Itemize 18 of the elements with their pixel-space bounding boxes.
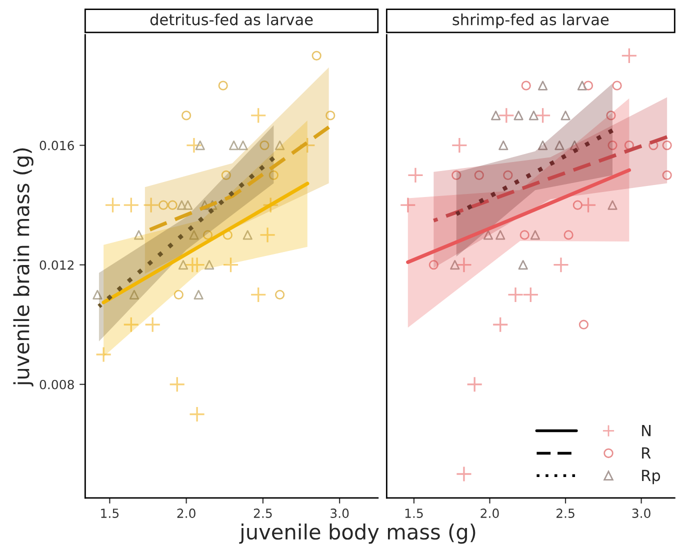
x-tick-label: 1.5 [101,508,119,518]
y-tick-label: 0.016 [40,140,74,150]
chart-title: shrimp-fed as larvae [452,13,609,28]
x-tick-label: 2.0 [177,508,196,518]
chart-title: detritus-fed as larvae [150,13,313,26]
x-tick-label: 1.5 [405,508,423,518]
legend-label: Rp [642,470,660,484]
x-tick-label: 3.0 [330,508,349,518]
x-tick-label: 2.5 [254,508,272,518]
legend-label: N [642,424,651,436]
y-tick-label: 0.008 [40,380,74,390]
x-tick-label: 2.0 [480,508,499,518]
x-tick-label: 2.5 [556,508,574,518]
legend-label: R [642,447,651,459]
y-axis-title: juvenile brain mass (g) [13,148,34,386]
y-tick-label: 0.012 [40,260,74,270]
x-tick-label: 3.0 [632,508,650,518]
x-axis-title: juvenile body mass (g) [239,524,476,544]
